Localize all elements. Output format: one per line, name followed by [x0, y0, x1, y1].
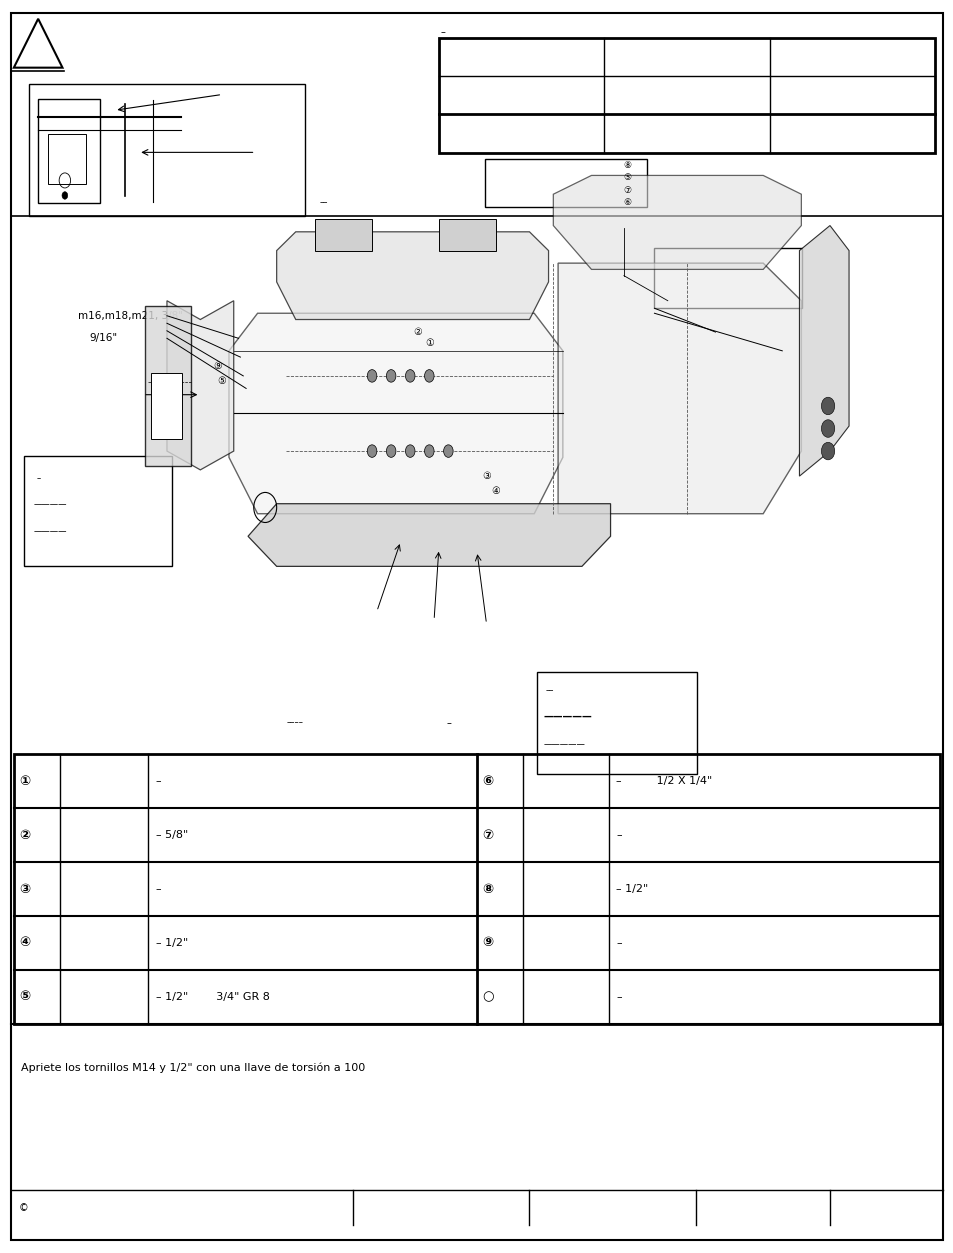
Text: –: – — [155, 777, 161, 786]
Text: ④: ④ — [19, 936, 30, 950]
Text: – 1/2": – 1/2" — [616, 885, 648, 893]
Circle shape — [367, 370, 376, 382]
Text: –: – — [36, 474, 40, 484]
Text: ————: ———— — [33, 526, 67, 536]
Text: –: – — [440, 28, 445, 38]
Bar — [14, 754, 939, 1024]
Circle shape — [62, 192, 68, 199]
Text: ④: ④ — [491, 486, 500, 496]
Text: ①: ① — [19, 774, 30, 788]
Text: –: – — [446, 718, 451, 728]
Text: ②: ② — [19, 828, 30, 842]
Text: ⑨: ⑨ — [481, 936, 493, 950]
Polygon shape — [229, 313, 562, 514]
Circle shape — [367, 445, 376, 457]
Circle shape — [443, 445, 453, 457]
Text: ⑤: ⑤ — [216, 376, 226, 386]
Text: ⑧: ⑧ — [622, 160, 631, 170]
Text: –: – — [616, 938, 621, 947]
Text: ⑥: ⑥ — [622, 198, 631, 208]
Polygon shape — [145, 306, 191, 466]
Text: ⑤: ⑤ — [19, 990, 30, 1004]
Text: ––: –– — [545, 685, 554, 695]
Text: –: – — [616, 831, 621, 840]
Bar — [38, 99, 100, 203]
Text: ————: ———— — [33, 500, 67, 510]
Text: —————: ————— — [543, 712, 592, 722]
Polygon shape — [553, 175, 801, 269]
Bar — [24, 456, 172, 566]
Bar — [314, 219, 372, 251]
Text: –: – — [155, 885, 161, 893]
Polygon shape — [799, 226, 848, 476]
Text: ○: ○ — [481, 990, 493, 1004]
Circle shape — [424, 370, 434, 382]
Text: ––––: –––– — [286, 718, 303, 728]
Text: ⑤: ⑤ — [622, 173, 631, 183]
Bar — [537, 672, 697, 774]
Text: ⑦: ⑦ — [622, 185, 631, 195]
Circle shape — [424, 445, 434, 457]
Polygon shape — [167, 301, 233, 470]
Text: ①: ① — [424, 338, 434, 348]
Text: ③: ③ — [19, 882, 30, 896]
Polygon shape — [558, 263, 801, 514]
Text: ⑦: ⑦ — [481, 828, 493, 842]
Text: ③: ③ — [481, 471, 491, 481]
Text: ⑥: ⑥ — [481, 774, 493, 788]
Text: ©: © — [19, 1203, 29, 1213]
Bar — [151, 373, 182, 439]
Text: ⑧: ⑧ — [481, 882, 493, 896]
Text: – 5/8": – 5/8" — [155, 831, 188, 840]
Text: m16,m18,m21, 3/8": m16,m18,m21, 3/8" — [78, 311, 183, 321]
Circle shape — [821, 420, 834, 437]
Text: Apriete los tornillos M14 y 1/2" con una llave de torsión a 100: Apriete los tornillos M14 y 1/2" con una… — [21, 1063, 365, 1073]
Circle shape — [405, 370, 415, 382]
Text: –: – — [616, 992, 621, 1001]
Circle shape — [821, 397, 834, 415]
Bar — [484, 159, 646, 207]
Text: – 1/2": – 1/2" — [155, 938, 188, 947]
Text: –          1/2 X 1/4": – 1/2 X 1/4" — [616, 777, 712, 786]
Text: – 1/2"        3/4" GR 8: – 1/2" 3/4" GR 8 — [155, 992, 269, 1001]
Bar — [48, 134, 86, 184]
Bar — [654, 248, 801, 308]
Text: —————: ————— — [543, 739, 585, 749]
Bar — [438, 38, 934, 153]
Polygon shape — [276, 232, 548, 320]
Text: ②: ② — [413, 327, 422, 337]
Circle shape — [386, 370, 395, 382]
Text: ⑨: ⑨ — [213, 361, 222, 371]
Text: 9/16": 9/16" — [90, 333, 117, 343]
Circle shape — [821, 442, 834, 460]
Polygon shape — [248, 504, 610, 566]
Circle shape — [405, 445, 415, 457]
Bar — [29, 84, 305, 216]
Circle shape — [386, 445, 395, 457]
Bar — [438, 219, 496, 251]
Text: ––: –– — [319, 198, 328, 208]
